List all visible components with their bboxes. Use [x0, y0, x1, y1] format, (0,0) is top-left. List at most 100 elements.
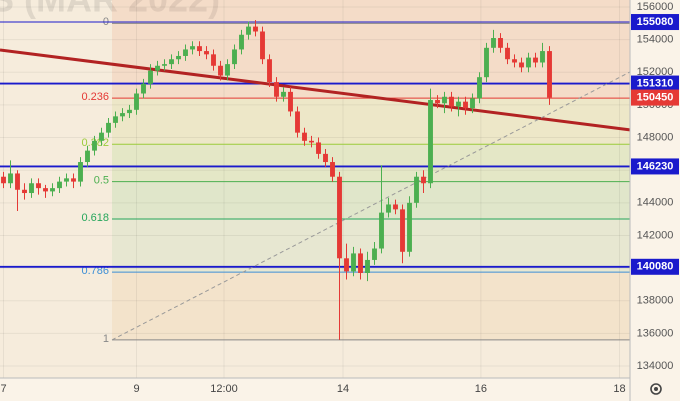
x-tick-label: 9 — [133, 383, 139, 395]
candle-body — [78, 162, 83, 182]
candle-body — [281, 91, 286, 97]
level-price-label: 140080 — [637, 261, 674, 273]
candle-body — [155, 65, 160, 71]
candle-body — [190, 46, 195, 50]
candle-body — [470, 98, 475, 109]
candle-body — [330, 162, 335, 177]
candle-body — [456, 101, 461, 107]
candle-body — [260, 31, 265, 60]
fib-zone — [112, 23, 630, 99]
candle-body — [421, 176, 426, 184]
gear-center[interactable] — [654, 387, 658, 391]
candle-body — [372, 248, 377, 260]
candle-body — [92, 140, 97, 151]
candle-body — [302, 132, 307, 141]
candle-body — [442, 96, 447, 104]
candle-body — [127, 109, 132, 114]
candle-body — [407, 202, 412, 252]
candle-body — [50, 188, 55, 192]
candle-body — [512, 59, 517, 63]
y-tick-label: 142000 — [637, 229, 674, 241]
candle-body — [540, 51, 545, 63]
candle-body — [225, 64, 230, 76]
fib-zone — [112, 272, 630, 340]
level-price-box — [631, 258, 679, 275]
candle-body — [148, 70, 153, 84]
x-tick-label: 14 — [337, 383, 349, 395]
candle-body — [400, 209, 405, 252]
price-axis — [630, 0, 680, 401]
candle-body — [99, 132, 104, 141]
fib-zone — [112, 98, 630, 145]
candle-body — [491, 38, 496, 48]
candle-body — [267, 59, 272, 83]
candle-body — [64, 178, 69, 182]
candle-body — [134, 93, 139, 110]
candle-body — [414, 176, 419, 203]
level-price-label: 151310 — [637, 77, 674, 89]
candle-body — [316, 142, 321, 154]
fib-zone — [112, 218, 630, 273]
candle-body — [29, 183, 34, 194]
level-price-label: 155080 — [637, 16, 674, 28]
gear[interactable] — [650, 383, 662, 395]
candle-body — [246, 26, 251, 35]
candle-body — [8, 173, 13, 184]
candle-body — [393, 204, 398, 210]
candle-body — [526, 57, 531, 68]
candle-body — [435, 100, 440, 104]
trend-line — [0, 48, 631, 132]
level-price-box — [631, 158, 679, 175]
candle-body — [344, 258, 349, 272]
candle-body — [211, 54, 216, 66]
candle-body — [106, 122, 111, 133]
y-tick-label: 144000 — [637, 197, 674, 209]
fib-zone — [112, 144, 630, 182]
candle-body — [547, 51, 552, 98]
last-price-box — [631, 89, 679, 106]
time-axis — [0, 378, 630, 401]
candle-body — [477, 77, 482, 99]
fib-zone — [112, 181, 630, 219]
candle-body — [36, 183, 41, 189]
candle-body — [484, 47, 489, 78]
settings-icon[interactable] — [650, 383, 662, 395]
candle-body — [204, 51, 209, 55]
candle-body — [113, 116, 118, 123]
y-tick-label: 134000 — [637, 360, 674, 372]
candle-body — [253, 26, 258, 32]
candle-body — [449, 96, 454, 107]
candle-body — [239, 34, 244, 50]
y-tick-label: 156000 — [637, 1, 674, 13]
y-tick-label: 152000 — [637, 66, 674, 78]
candle-body — [358, 253, 363, 273]
fib-label: 1 — [103, 333, 109, 345]
candle-body — [533, 57, 538, 63]
level-price-box — [631, 75, 679, 92]
fib-label: 0.786 — [81, 265, 109, 277]
candle-body — [22, 189, 27, 194]
x-tick-label: 18 — [613, 383, 625, 395]
trend-line — [111, 71, 631, 341]
watermark: S (MAR 2022) — [0, 0, 220, 20]
candle-body — [519, 62, 524, 68]
candle-body — [15, 173, 20, 190]
candle-body — [141, 83, 146, 94]
fib-label: 0.5 — [94, 175, 109, 187]
candle-body — [162, 64, 167, 66]
candle-body — [71, 178, 76, 182]
candle-body — [232, 49, 237, 65]
candle-body — [1, 176, 6, 184]
candle-body — [183, 49, 188, 56]
fib-zone — [112, 0, 630, 24]
candle-body — [295, 111, 300, 133]
level-price-label: 146230 — [637, 160, 674, 172]
candle-body — [309, 140, 314, 143]
y-tick-label: 148000 — [637, 131, 674, 143]
candle-body — [337, 176, 342, 259]
candle-body — [176, 55, 181, 60]
candle-body — [386, 204, 391, 213]
candle-body — [379, 212, 384, 249]
